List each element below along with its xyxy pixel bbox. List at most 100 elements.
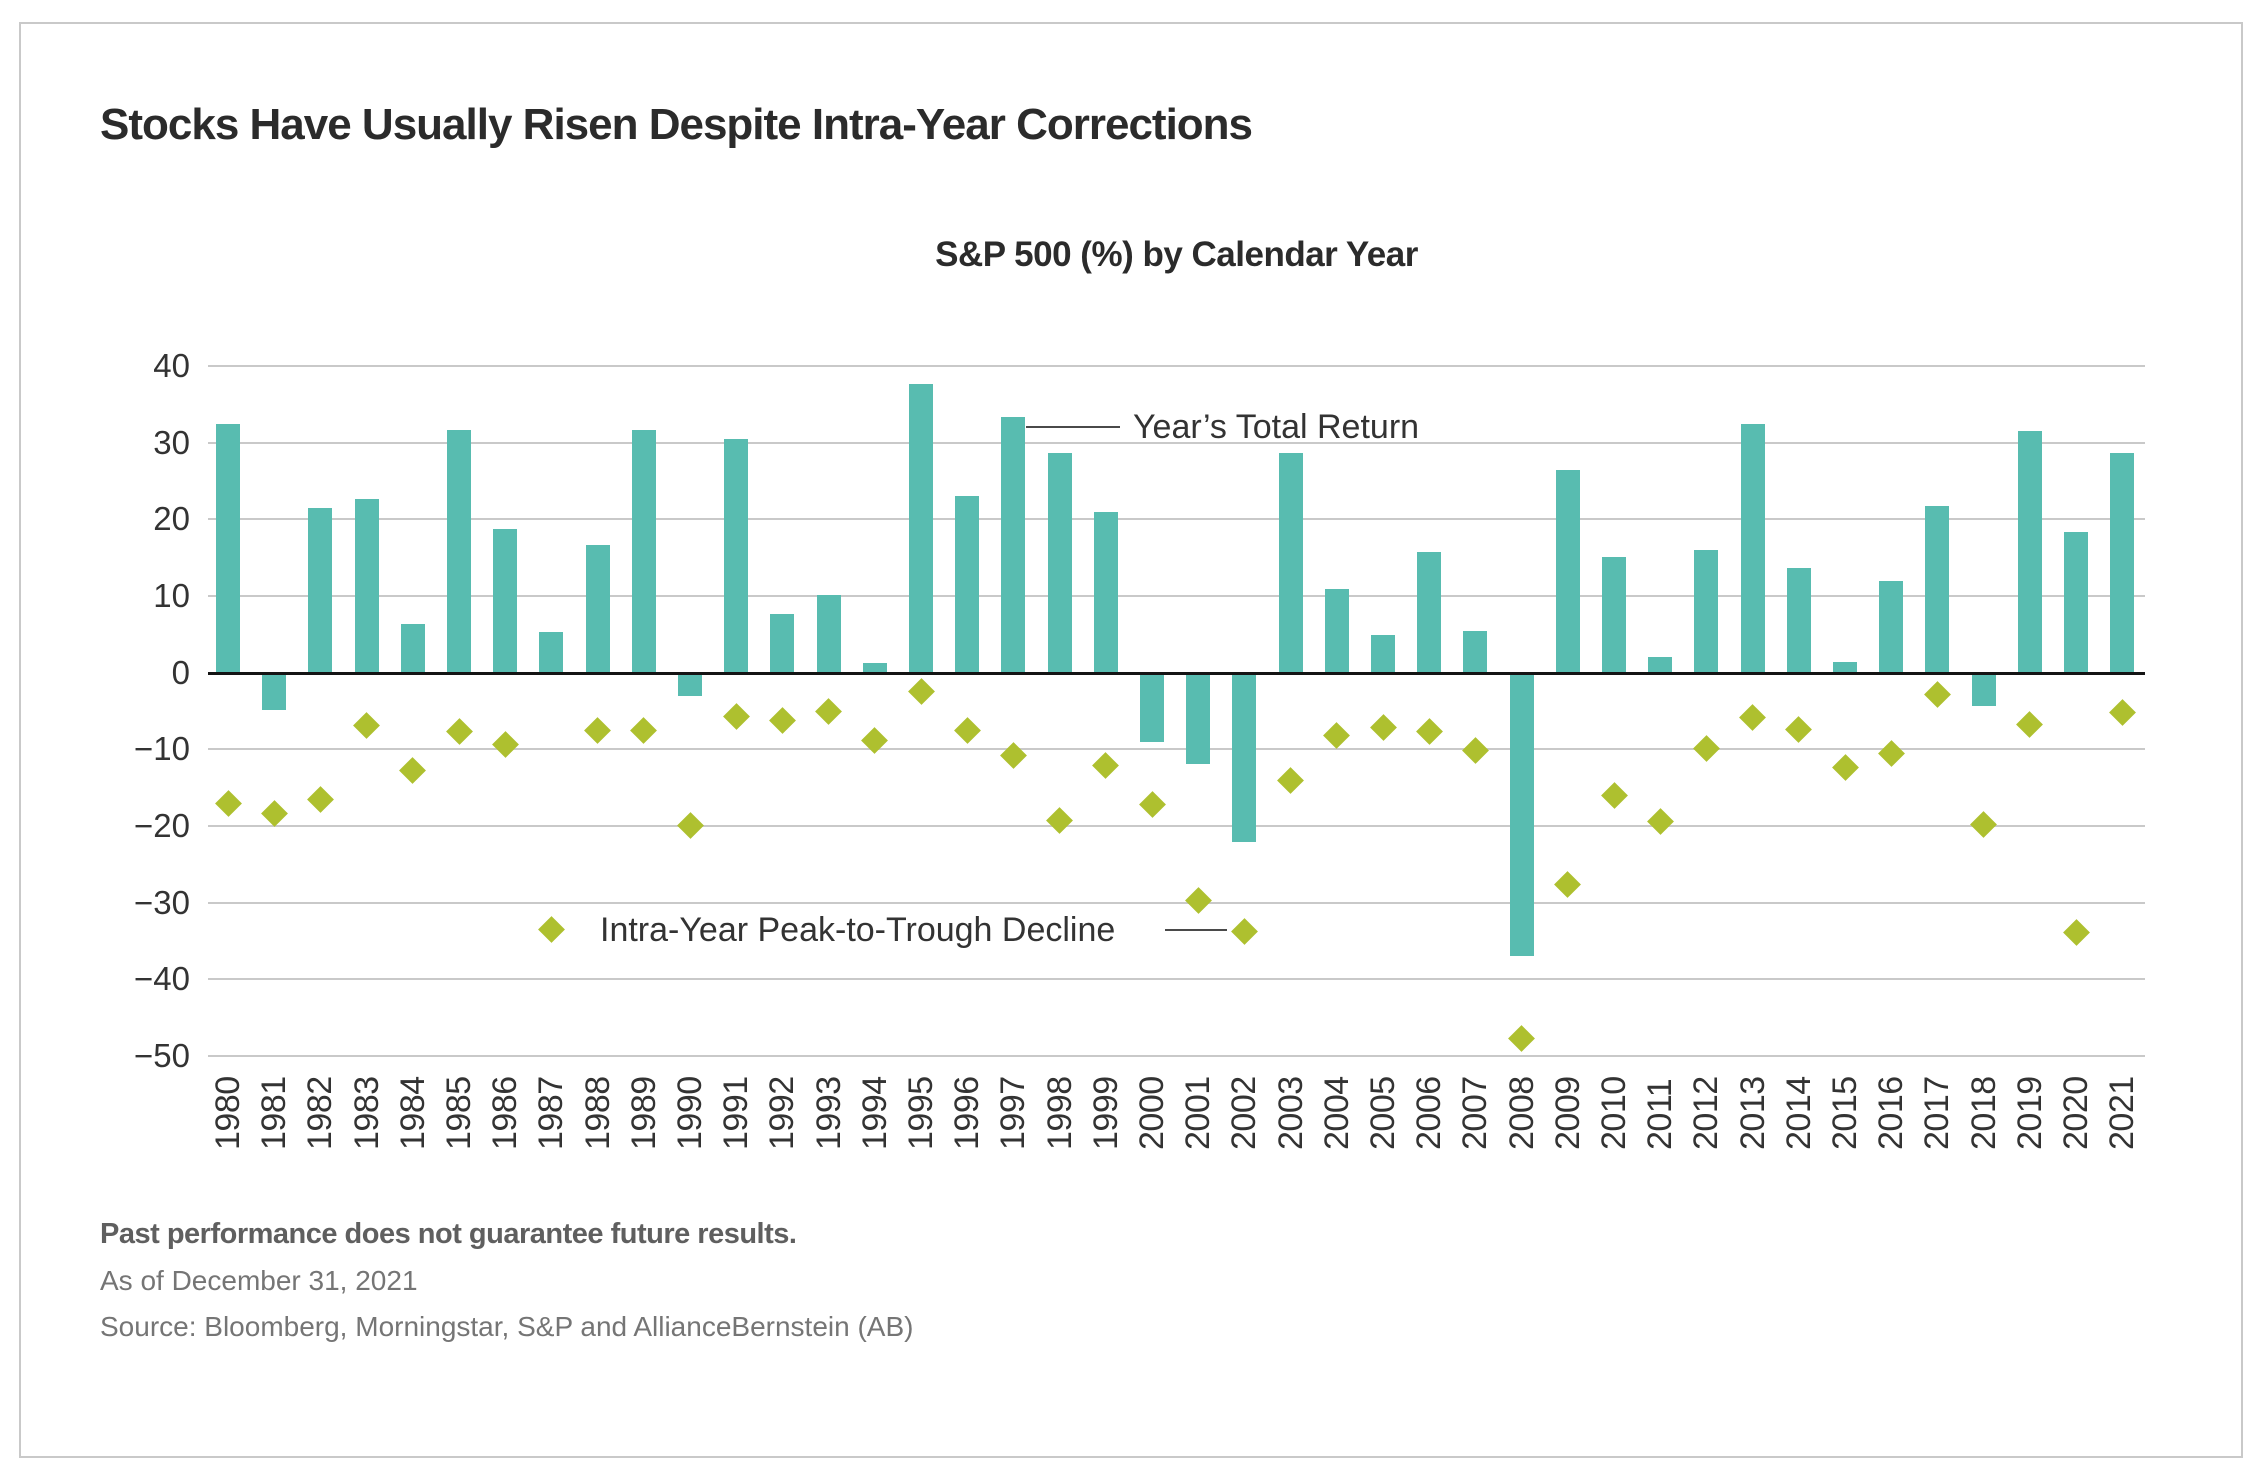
diamond-2012 [1692,735,1720,762]
diamond-1999 [1092,751,1120,779]
bar-2020 [2064,531,2088,673]
diamond-2014 [1785,715,1813,743]
bar-2018 [1971,672,1996,707]
diamond-2016 [1877,739,1905,767]
bar-2014 [1786,567,1811,673]
diamond-1984 [399,756,427,784]
gridline [208,748,2145,751]
x-tick-label-2011: 2011 [1641,1078,1680,1150]
bar-1996 [955,496,980,673]
y-tick-label: 20 [153,500,190,538]
bar-2001 [1186,672,1211,764]
bar-1991 [724,438,749,673]
diamond-1988 [584,717,612,745]
diamond-2010 [1600,781,1628,809]
x-tick-label-1982: 1982 [301,1076,340,1150]
diamond-2013 [1739,703,1767,731]
diamond-2003 [1277,767,1305,795]
x-tick-label-2004: 2004 [1317,1076,1356,1150]
bar-2006 [1417,551,1442,673]
bar-2008 [1509,672,1534,957]
diamond-1991 [722,702,750,730]
y-tick-label: −10 [134,730,190,768]
bar-1993 [816,595,841,673]
bar-1983 [354,499,379,673]
gridline [208,825,2145,827]
bar-1997 [1001,416,1026,673]
y-tick-label: −20 [134,807,190,844]
gridline [208,901,2145,904]
x-tick-label-2010: 2010 [1595,1076,1633,1150]
bar-2010 [1602,556,1626,673]
diamond-1987 [537,916,565,943]
gridline [208,518,2145,521]
diamond-2000 [1138,791,1166,818]
x-tick-label-1996: 1996 [948,1076,987,1150]
diamond-1985 [445,718,473,746]
bar-2019 [2017,431,2042,673]
bar-series-leader-line [1026,426,1120,428]
gridline [208,1055,2145,1057]
bar-2016 [1879,580,1904,673]
diamond-2017 [1923,680,1951,708]
y-tick-label: −50 [134,1037,190,1074]
bar-2017 [1925,505,1950,673]
gridline [208,595,2145,597]
x-tick-label-2016: 2016 [1872,1076,1911,1150]
x-tick-label-1991: 1991 [717,1076,756,1150]
x-tick-label-2017: 2017 [1918,1076,1957,1150]
x-tick-label-1985: 1985 [440,1076,478,1150]
bar-1984 [400,624,425,673]
bar-1994 [862,662,887,673]
x-tick-label-1997: 1997 [994,1076,1033,1150]
diamond-2006 [1415,718,1443,746]
diamond-1982 [306,786,334,814]
gridline [208,441,2145,444]
source-text: Source: Bloomberg, Morningstar, S&P and … [100,1311,914,1342]
bar-1999 [1093,511,1118,673]
bar-1995 [909,384,933,673]
diamond-2008 [1508,1024,1536,1052]
diamond-2009 [1554,870,1582,898]
bar-2021 [2110,452,2135,673]
diamond-2020 [2062,919,2090,946]
bar-1980 [216,424,240,673]
x-tick-label-2012: 2012 [1687,1076,1726,1150]
disclaimer-text: Past performance does not guarantee futu… [100,1218,797,1250]
y-tick-label: 0 [171,653,190,691]
diamond-1983 [353,712,381,739]
bar-1988 [585,545,610,673]
bar-2007 [1463,630,1488,673]
x-tick-label-1999: 1999 [1086,1076,1125,1150]
x-tick-label-2009: 2009 [1548,1076,1587,1150]
page-title: Stocks Have Usually Risen Despite Intra-… [100,100,1253,149]
gridline [208,978,2145,981]
bar-1992 [770,614,795,673]
bar-2013 [1740,424,1765,673]
x-tick-label-1984: 1984 [393,1076,432,1150]
bar-2012 [1694,550,1719,673]
diamond-1993 [815,697,843,725]
bar-2005 [1371,635,1395,673]
diamond-1997 [999,742,1027,769]
bar-2004 [1324,589,1349,673]
diamond-1992 [768,706,796,734]
y-tick-label: −30 [134,883,190,921]
bar-2002 [1232,672,1257,843]
diamond-1995 [907,678,935,706]
diamond-1998 [1046,807,1074,835]
x-tick-label-2018: 2018 [1964,1076,2003,1150]
bar-series-label: Year’s Total Return [1133,408,1420,446]
x-tick-label-1986: 1986 [486,1076,525,1150]
diamond-1986 [491,731,519,759]
diamond-2021 [2108,699,2136,726]
x-tick-label-2007: 2007 [1456,1076,1495,1150]
diamond-1996 [953,717,981,745]
diamond-2011 [1646,807,1674,835]
bar-1990 [678,672,702,697]
x-tick-label-2014: 2014 [1779,1076,1818,1150]
diamond-1981 [260,800,288,828]
diamond-1980 [214,790,242,818]
x-tick-label-2000: 2000 [1133,1076,1171,1150]
x-tick-label-1994: 1994 [855,1076,894,1150]
